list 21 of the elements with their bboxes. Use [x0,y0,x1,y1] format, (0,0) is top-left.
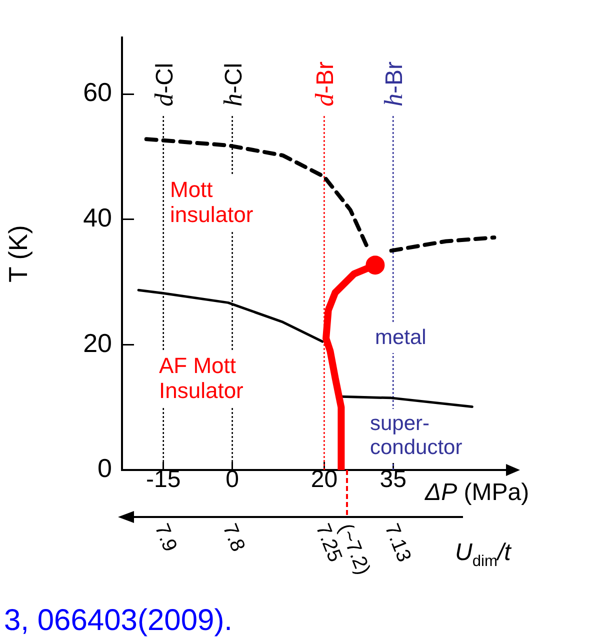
y-tick-label: 20 [83,328,112,358]
annotation: Mott insulator [170,177,254,227]
x-tick-label: 20 [310,466,338,494]
x-tick-label: 0 [226,466,239,494]
ref-line-label: d-Cl [149,62,178,107]
annotation: super- conductor [370,412,462,459]
ref-line-label: h-Br [379,62,408,107]
x-tick-label: -15 [146,466,181,494]
text: 3, 066403(2009). [4,604,233,637]
ref-line-label: h-Cl [218,62,248,107]
text: 7.8 [218,520,249,555]
ref-line-label: d-Br [310,62,340,107]
x-axis-title: ΔP (MPa) [424,479,530,506]
y-axis-title: T (K) [2,225,33,282]
x-tick-label: 35 [380,466,406,494]
annotation: metal [375,326,426,349]
y-tick-label: 40 [83,202,112,233]
text: 7.13 [380,520,416,566]
annotation: AF Mott Insulator [159,353,244,403]
y-tick-label: 60 [83,77,112,108]
text: 7.9 [150,520,181,555]
